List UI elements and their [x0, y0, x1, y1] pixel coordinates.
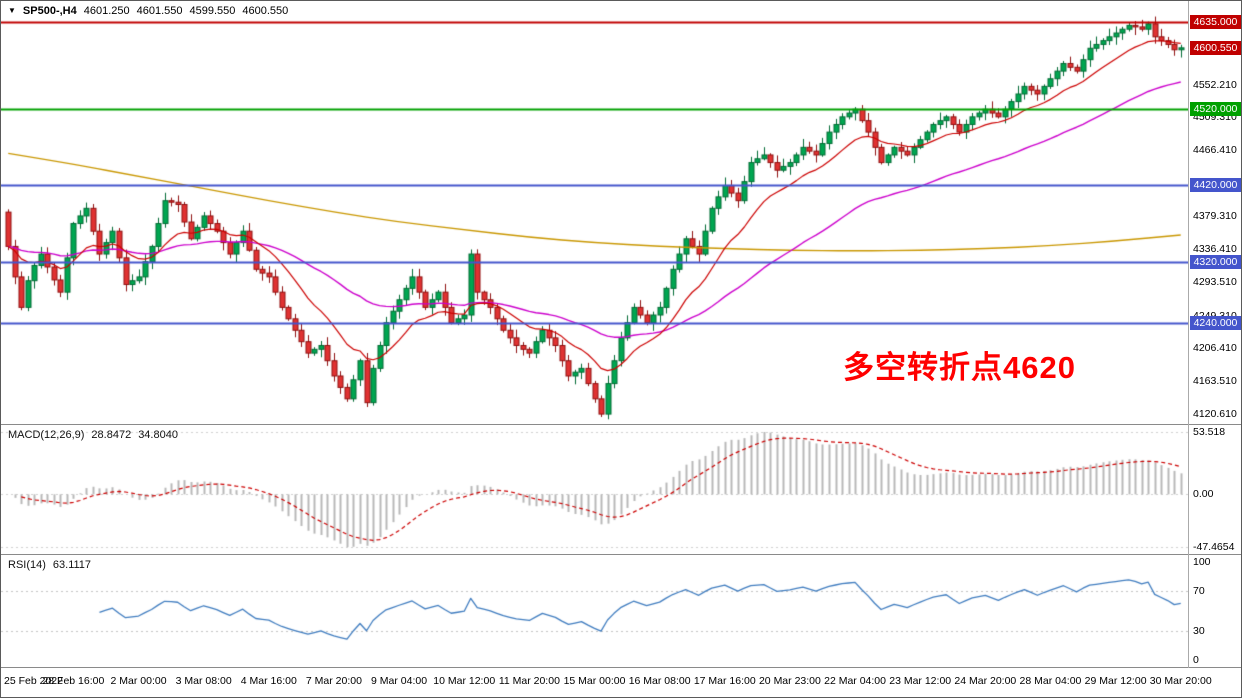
price-tick-label: 4466.410 [1193, 144, 1237, 157]
time-axis-label: 28 Mar 04:00 [1019, 675, 1082, 687]
time-axis-label: 25 Feb 2022 [4, 675, 63, 687]
price-level-badge[interactable]: 4420.000 [1190, 178, 1241, 193]
rsi-value: 63.1117 [52, 559, 92, 571]
price-chart-canvas[interactable] [1, 1, 1188, 424]
ohlc-low-value: 4599.550 [189, 5, 236, 17]
price-level-badge[interactable]: 4635.000 [1190, 14, 1241, 29]
price-level-badge[interactable]: 4520.000 [1190, 102, 1241, 117]
macd-signal-value: 34.8040 [138, 429, 178, 441]
rsi-axis-label: 70 [1193, 585, 1205, 598]
macd-axis-zero-label: 0.00 [1193, 488, 1214, 501]
price-level-badge[interactable]: 4320.000 [1190, 254, 1241, 269]
rsi-indicator-label: RSI(14) [8, 559, 46, 571]
price-tick-label: 4163.510 [1193, 374, 1237, 387]
chart-annotation-text[interactable]: 多空转折点4620 [843, 350, 1076, 385]
symbol-timeframe-label: SP500-,H4 [22, 5, 77, 17]
time-axis-label: 16 Mar 08:00 [628, 675, 691, 687]
price-tick-label: 4206.410 [1193, 342, 1237, 355]
time-axis-label: 28 Feb 16:00 [42, 675, 105, 687]
macd-panel-canvas[interactable] [1, 425, 1188, 554]
rsi-axis-label: 0 [1193, 654, 1199, 666]
panel-divider [1, 424, 1241, 425]
macd-axis-min-label: -47.4654 [1193, 541, 1235, 553]
price-tick-label: 4379.310 [1193, 210, 1237, 223]
time-axis-label: 30 Mar 20:00 [1149, 675, 1212, 687]
time-axis-label: 23 Mar 12:00 [889, 675, 952, 687]
rsi-axis-label: 30 [1193, 624, 1205, 637]
time-axis-label: 20 Mar 23:00 [758, 675, 821, 687]
ohlc-high-value: 4601.550 [136, 5, 183, 17]
ohlc-open-value: 4601.250 [83, 5, 130, 17]
time-axis-label: 4 Mar 16:00 [240, 675, 297, 687]
price-tick-label: 4293.510 [1193, 275, 1237, 288]
price-level-badge[interactable]: 4240.000 [1190, 315, 1241, 330]
current-price-badge: 4600.550 [1190, 40, 1241, 55]
time-axis-label: 22 Mar 04:00 [824, 675, 886, 687]
ohlc-close-value: 4600.550 [242, 5, 289, 17]
time-axis-label: 15 Mar 00:00 [563, 675, 626, 687]
macd-main-value: 28.8472 [91, 429, 132, 441]
panel-divider [1, 667, 1241, 668]
time-axis-label: 3 Mar 08:00 [175, 675, 232, 687]
panel-divider [1, 554, 1241, 555]
time-axis-label: 2 Mar 00:00 [110, 675, 167, 687]
price-tick-label: 4336.410 [1193, 243, 1237, 256]
symbol-info-bar: ▼ SP500-,H4 4601.250 4601.550 4599.550 4… [8, 5, 288, 17]
time-axis-label: 11 Mar 20:00 [498, 675, 560, 687]
time-axis-label: 17 Mar 16:00 [693, 675, 756, 687]
price-tick-label: 4120.610 [1193, 407, 1237, 420]
time-axis-label: 29 Mar 12:00 [1084, 675, 1147, 687]
rsi-panel-canvas[interactable] [1, 555, 1188, 667]
macd-indicator-header: MACD(12,26,9) 28.8472 34.8040 [8, 429, 178, 441]
macd-axis-max-label: 53.518 [1193, 426, 1226, 438]
price-axis-divider [1188, 1, 1189, 668]
time-axis-label: 10 Mar 12:00 [433, 675, 496, 687]
rsi-indicator-header: RSI(14) 63.1117 [8, 559, 91, 571]
price-tick-label: 4552.210 [1193, 78, 1237, 91]
macd-indicator-label: MACD(12,26,9) [8, 429, 85, 441]
time-axis-label: 7 Mar 20:00 [305, 675, 362, 687]
collapse-toolbar-icon[interactable]: ▼ [8, 6, 16, 15]
rsi-axis-label: 100 [1193, 556, 1211, 568]
time-axis-label: 9 Mar 04:00 [371, 675, 428, 687]
time-axis-label: 24 Mar 20:00 [954, 675, 1017, 687]
